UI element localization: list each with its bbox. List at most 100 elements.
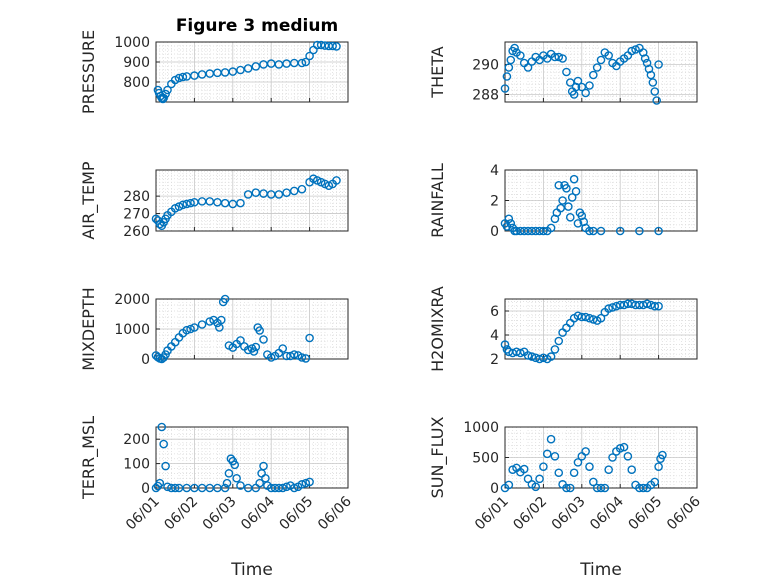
pressure-point (163, 85, 172, 95)
h2omixra-point (554, 336, 564, 346)
sun_flux-point (654, 462, 663, 471)
rainfall-point (654, 226, 663, 236)
pressure-point (161, 89, 170, 99)
sun_flux-point (600, 483, 610, 493)
theta-point (627, 46, 637, 56)
h2omixra-point (527, 352, 537, 361)
figure-title: Figure 3 medium (176, 16, 338, 36)
pressure-point (328, 41, 337, 51)
pressure-point (243, 64, 253, 73)
pressure-point (301, 57, 311, 67)
pressure-point (228, 67, 238, 76)
terr_msl-point (305, 477, 314, 487)
theta-point (506, 55, 516, 65)
terr_msl-point (155, 478, 165, 488)
theta-point (604, 51, 613, 60)
theta-point (592, 63, 602, 72)
mixdepth-point (278, 344, 288, 353)
y-tick-label: 2 (490, 352, 499, 368)
y-axis-label: PRESSURE (79, 30, 98, 114)
theta-point (596, 55, 606, 65)
y-tick-label: 0 (141, 352, 150, 368)
x-tick-label: 06/06 (664, 493, 704, 533)
y-axis-label: AIR_TEMP (79, 161, 99, 239)
pressure-point (251, 62, 261, 71)
rainfall-point (539, 226, 548, 236)
x-tick-label: 06/06 (315, 493, 355, 533)
y-tick-label: 0 (141, 481, 150, 497)
mixdepth-point (216, 315, 226, 325)
sun_flux-point (554, 468, 564, 478)
h2omixra-point (550, 345, 560, 354)
pressure-point (174, 73, 184, 83)
terr_msl-point (255, 478, 264, 488)
mixdepth-point (182, 325, 192, 335)
x-tick-label: 06/04 (238, 493, 278, 533)
rainfall-point (558, 196, 567, 205)
terr_msl-point (170, 483, 180, 493)
axes-box (155, 169, 349, 232)
theta-point (585, 81, 594, 90)
rainfall-point (615, 226, 625, 236)
pressure-point (297, 58, 307, 68)
terr_msl-point (157, 422, 167, 432)
x-tick-label: 06/05 (277, 494, 317, 534)
y-tick-label: 288 (472, 88, 499, 104)
theta-point (631, 45, 640, 54)
theta-point (650, 87, 660, 96)
terr_msl-point (289, 483, 299, 493)
air_temp-point (178, 200, 188, 210)
pressure-point (178, 72, 188, 82)
x-tick-label: 06/01 (472, 494, 512, 534)
h2omixra-point (585, 313, 594, 323)
air_temp-point (282, 188, 291, 197)
theta-point (646, 70, 656, 80)
pressure-axes: 800 900 1000 PRESSURE (79, 30, 349, 114)
terr_msl-point (161, 461, 170, 471)
theta-point (654, 60, 663, 69)
h2omixra-point (581, 312, 590, 322)
rainfall-point (506, 219, 516, 228)
sun_flux-point (604, 465, 613, 475)
theta-point (519, 58, 529, 68)
y-tick-label: 1000 (463, 420, 499, 436)
h2omixra-point (546, 352, 556, 361)
theta-point (589, 70, 598, 80)
h2omixra-point (608, 303, 617, 312)
mixdepth-point (297, 353, 307, 362)
terr_msl-point (224, 469, 234, 478)
terr_msl-point (259, 461, 268, 471)
rainfall-point (565, 212, 575, 222)
pressure-point (159, 93, 168, 103)
terr_msl-point (232, 473, 241, 483)
y-tick-label: 500 (472, 451, 499, 467)
theta-point (577, 82, 587, 92)
rainfall-point (569, 174, 579, 184)
mixdepth-point (205, 317, 215, 326)
x-tick-label: 06/01 (123, 494, 163, 534)
y-tick-label: 1000 (114, 35, 150, 51)
air_temp-point (289, 186, 299, 196)
theta-point (510, 43, 519, 53)
rainfall-point (567, 193, 577, 202)
sun_flux-point (608, 453, 617, 462)
mixdepth-axes: 0 1000 2000 MIXDEPTH (79, 287, 349, 371)
air_temp-point (243, 190, 253, 199)
y-tick-label: 270 (123, 207, 150, 223)
h2omixra-point (604, 304, 613, 313)
theta-point (648, 78, 658, 87)
sun_flux-point (569, 468, 579, 478)
sun_flux-point (546, 434, 556, 444)
mixdepth-point (301, 354, 311, 363)
y-tick-label: 0 (490, 224, 499, 240)
mixdepth-point (236, 336, 245, 345)
air_temp-point (213, 197, 222, 207)
h2omixra-point (596, 313, 606, 323)
theta-point (558, 54, 567, 63)
rainfall-point (635, 226, 644, 236)
sun_flux-point (550, 451, 560, 461)
sun_flux-point (542, 449, 552, 459)
pressure-point (205, 69, 215, 78)
